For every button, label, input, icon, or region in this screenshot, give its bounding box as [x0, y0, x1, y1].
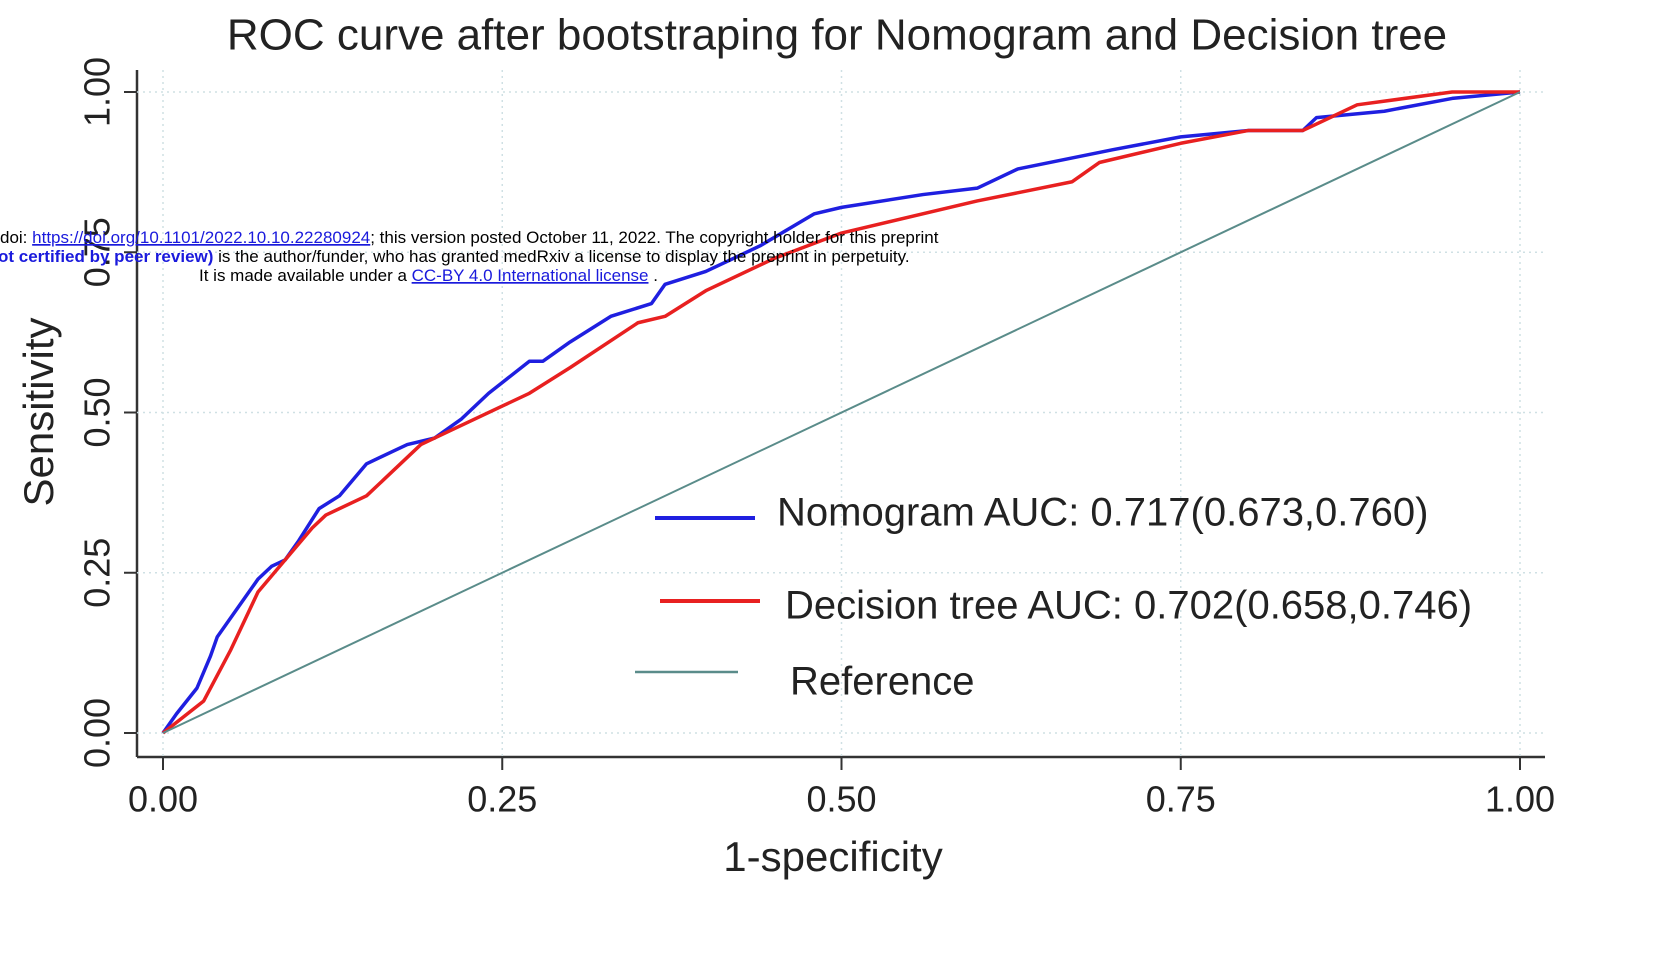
- y-axis-label: Sensitivity: [15, 317, 62, 506]
- watermark-link: https://doi.org/10.1101/2022.10.10.22280…: [32, 228, 370, 247]
- y-tick-label: 0.75: [77, 217, 118, 287]
- watermark-text: .: [649, 266, 658, 285]
- roc-line: [161, 90, 1520, 735]
- watermark-line: It is made available under a CC-BY 4.0 I…: [199, 266, 658, 285]
- watermark-line: doi: https://doi.org/10.1101/2022.10.10.…: [0, 228, 939, 247]
- watermark-link: CC-BY 4.0 International license: [412, 266, 649, 285]
- x-tick-label: 0.00: [128, 779, 198, 820]
- watermark-text: ; this version posted October 11, 2022. …: [370, 228, 939, 247]
- roc-line: [161, 90, 1521, 735]
- x-tick-label: 1.00: [1485, 779, 1555, 820]
- y-tick-label: 1.00: [77, 57, 118, 127]
- chart-title: ROC curve after bootstraping for Nomogra…: [227, 11, 1447, 60]
- legend-label: Nomogram AUC: 0.717(0.673,0.760): [777, 491, 1428, 535]
- x-tick-label: 0.25: [467, 779, 537, 820]
- watermark-text: is the author/funder, who has granted me…: [213, 247, 909, 266]
- x-tick-label: 0.50: [806, 779, 876, 820]
- roc-line: [162, 91, 1521, 734]
- watermark-text: It is made available under a: [199, 266, 412, 285]
- x-axis-label: 1-specificity: [723, 833, 942, 880]
- y-tick-label: 0.25: [77, 538, 118, 608]
- watermark-text: doi:: [0, 228, 32, 247]
- legend-label: Decision tree AUC: 0.702(0.658,0.746): [785, 584, 1472, 628]
- x-tick-label: 0.75: [1146, 779, 1216, 820]
- watermark-line: ot certified by peer review) is the auth…: [0, 247, 910, 266]
- y-tick-label: 0.00: [77, 698, 118, 768]
- y-tick-label: 0.50: [77, 377, 118, 447]
- legend-label: Reference: [790, 660, 975, 704]
- watermark-link: ot certified by peer review): [0, 247, 213, 266]
